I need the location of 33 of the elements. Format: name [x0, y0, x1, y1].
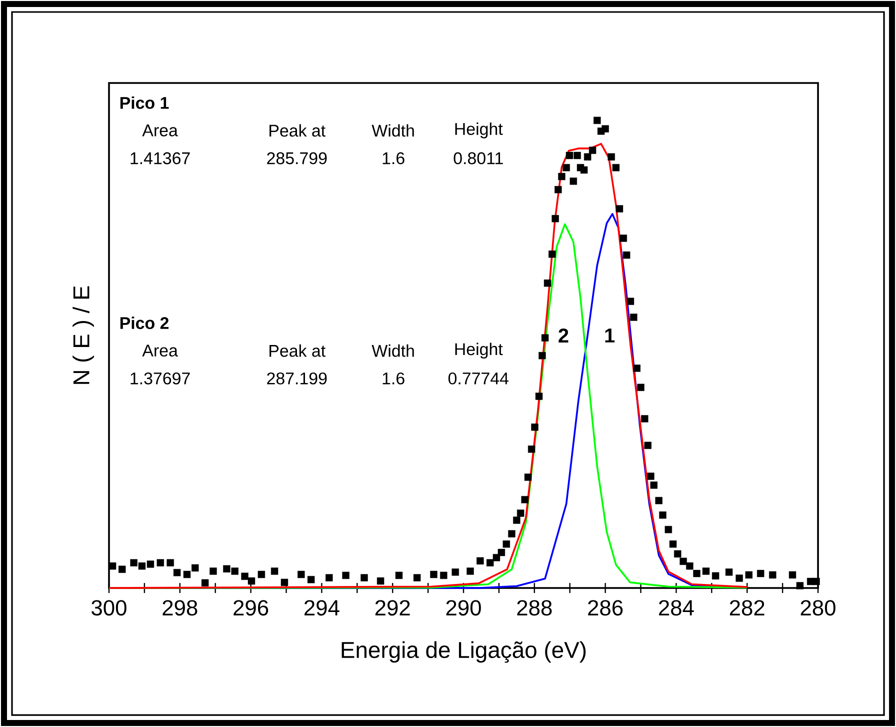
annotation: Area: [142, 124, 178, 136]
annotation: 0.77744: [448, 372, 509, 384]
x-tick-label: 280: [800, 600, 836, 616]
annotation: Peak at: [270, 344, 326, 357]
text: Pico 1: [120, 96, 169, 109]
annotation: 1.6: [382, 152, 404, 164]
annotation: Area: [142, 344, 178, 357]
annotation: Height: [455, 342, 503, 359]
annotation: Width: [372, 124, 414, 137]
annotation: 1: [605, 328, 615, 342]
y-axis-title: N ( E ) / E: [72, 286, 94, 384]
annotation: Height: [455, 122, 503, 138]
x-tick-label: 288: [517, 600, 552, 616]
annotation: 1.6: [382, 372, 404, 384]
annotation: 1.41367: [130, 152, 190, 164]
x-tick-label: 284: [659, 600, 694, 616]
x-tick-label: 296: [234, 600, 268, 616]
annotation: 285.799: [267, 152, 327, 164]
x-tick-label: 300: [92, 600, 126, 616]
annotation: Pico 2: [120, 316, 169, 330]
annotation: 1.37697: [130, 372, 190, 384]
x-tick-label: 298: [162, 600, 198, 616]
annotation: 0.8011: [454, 152, 503, 164]
x-tick-label: 286: [588, 600, 623, 616]
x-tick-label: 290: [446, 600, 481, 616]
annotation: Peak at: [270, 124, 326, 137]
annotation: 287.199: [267, 372, 327, 384]
annotation: Width: [372, 344, 414, 357]
x-tick-label: 294: [304, 600, 340, 616]
x-tick-label: 282: [730, 600, 764, 616]
annotation: 2: [558, 328, 568, 342]
x-tick-label: 292: [375, 600, 410, 616]
x-axis-title: Energia de Ligação (eV): [342, 641, 586, 663]
